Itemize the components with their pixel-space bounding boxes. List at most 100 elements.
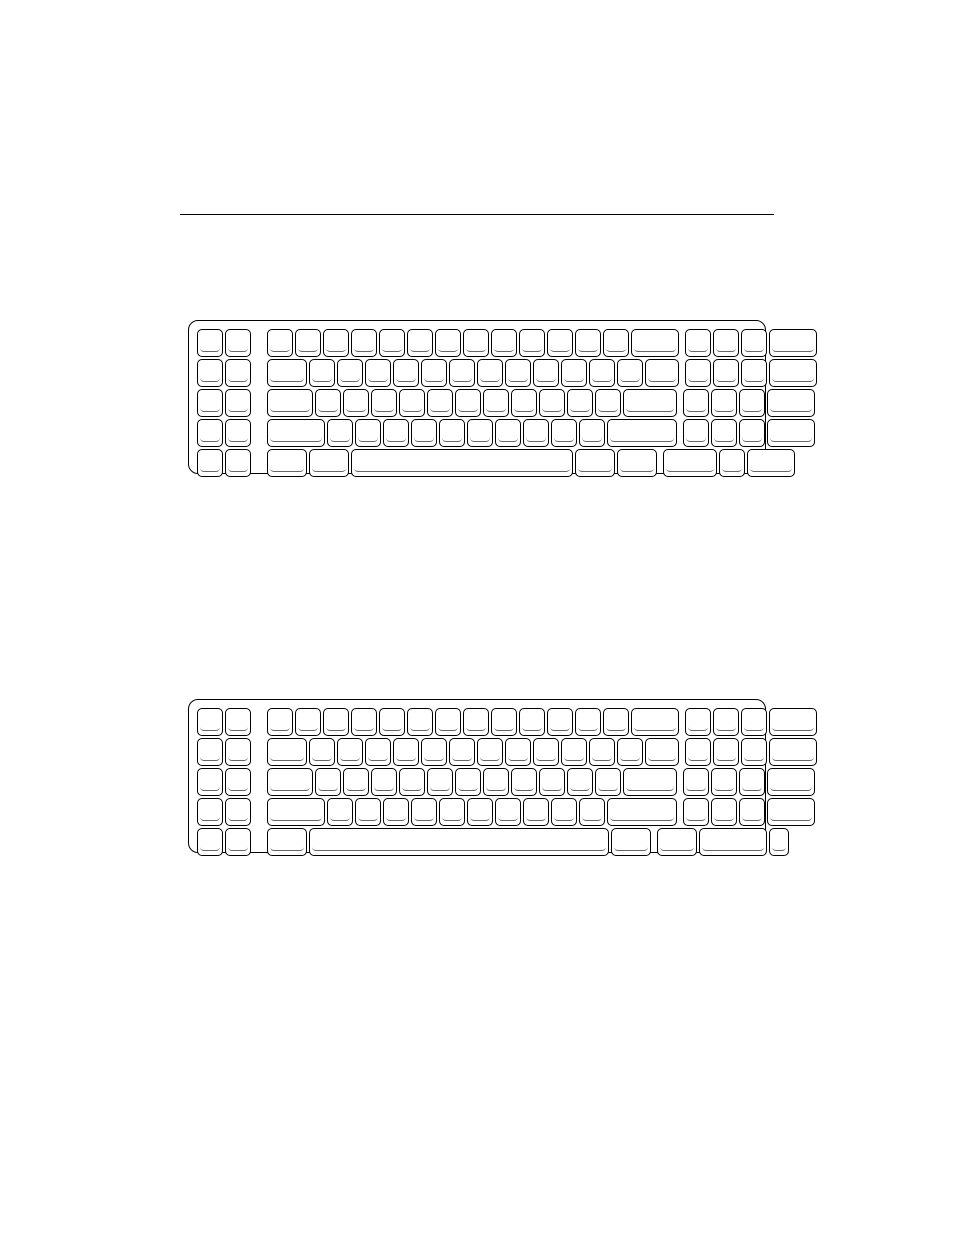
key-outline (711, 768, 737, 796)
key-outline (355, 798, 381, 826)
key-outline (767, 768, 815, 796)
key-outline (197, 768, 223, 796)
key-outline (699, 828, 767, 856)
key-outline (225, 389, 251, 417)
key-outline (323, 329, 349, 357)
key-outline (351, 449, 573, 477)
key-outline (383, 798, 409, 826)
key-outline (449, 738, 475, 766)
key-outline (225, 419, 251, 447)
keyboard-row (197, 449, 757, 477)
key-outline (295, 708, 321, 736)
key-outline (309, 359, 335, 387)
key-outline (197, 329, 223, 357)
key-outline (197, 389, 223, 417)
key-outline (589, 738, 615, 766)
key-outline (505, 738, 531, 766)
document-page (0, 0, 954, 1235)
key-outline (379, 708, 405, 736)
key-outline (427, 389, 453, 417)
key-outline (533, 738, 559, 766)
keyboard-row (197, 828, 757, 856)
key-outline (523, 798, 549, 826)
key-outline (197, 359, 223, 387)
key-outline (267, 359, 307, 387)
key-outline (225, 449, 251, 477)
key-outline (267, 798, 325, 826)
key-outline (439, 419, 465, 447)
key-outline (197, 419, 223, 447)
key-outline (309, 828, 609, 856)
keyboard-diagram-a (188, 320, 766, 474)
keyboard-row (197, 389, 757, 417)
key-outline (713, 738, 739, 766)
key-outline (225, 738, 251, 766)
key-outline (267, 768, 313, 796)
key-outline (567, 389, 593, 417)
key-outline (371, 768, 397, 796)
key-outline (739, 798, 765, 826)
key-outline (551, 419, 577, 447)
key-outline (511, 389, 537, 417)
key-outline (267, 389, 313, 417)
key-outline (519, 329, 545, 357)
key-outline (683, 768, 709, 796)
key-outline (603, 708, 629, 736)
key-outline (711, 419, 737, 447)
horizontal-rule (180, 214, 774, 215)
key-outline (511, 768, 537, 796)
key-outline (407, 329, 433, 357)
key-outline (225, 359, 251, 387)
key-outline (739, 389, 765, 417)
key-outline (267, 449, 307, 477)
key-outline (399, 389, 425, 417)
key-outline (567, 768, 593, 796)
key-outline (411, 419, 437, 447)
key-outline (467, 419, 493, 447)
key-outline (579, 419, 605, 447)
key-outline (595, 768, 621, 796)
key-outline (337, 738, 363, 766)
key-outline (309, 738, 335, 766)
key-outline (767, 389, 815, 417)
key-outline (713, 359, 739, 387)
key-outline (197, 708, 223, 736)
key-outline (769, 329, 817, 357)
key-outline (323, 708, 349, 736)
key-outline (225, 768, 251, 796)
key-outline (267, 419, 325, 447)
key-outline (519, 708, 545, 736)
key-outline (393, 359, 419, 387)
key-outline (309, 449, 349, 477)
key-outline (645, 359, 679, 387)
key-outline (767, 419, 815, 447)
key-outline (407, 708, 433, 736)
key-outline (747, 449, 795, 477)
key-outline (741, 329, 767, 357)
keyboard-row (197, 419, 757, 447)
key-outline (769, 828, 789, 856)
key-outline (741, 708, 767, 736)
key-outline (631, 708, 679, 736)
key-outline (603, 329, 629, 357)
key-outline (267, 329, 293, 357)
key-outline (617, 449, 657, 477)
key-outline (197, 738, 223, 766)
key-outline (351, 708, 377, 736)
key-outline (579, 798, 605, 826)
key-outline (355, 419, 381, 447)
key-outline (739, 419, 765, 447)
key-outline (337, 359, 363, 387)
key-outline (495, 419, 521, 447)
key-outline (523, 419, 549, 447)
key-outline (685, 359, 711, 387)
key-outline (371, 389, 397, 417)
key-outline (685, 738, 711, 766)
key-outline (455, 768, 481, 796)
key-outline (463, 708, 489, 736)
key-outline (267, 828, 307, 856)
key-outline (197, 449, 223, 477)
key-outline (379, 329, 405, 357)
key-outline (505, 359, 531, 387)
key-outline (685, 329, 711, 357)
